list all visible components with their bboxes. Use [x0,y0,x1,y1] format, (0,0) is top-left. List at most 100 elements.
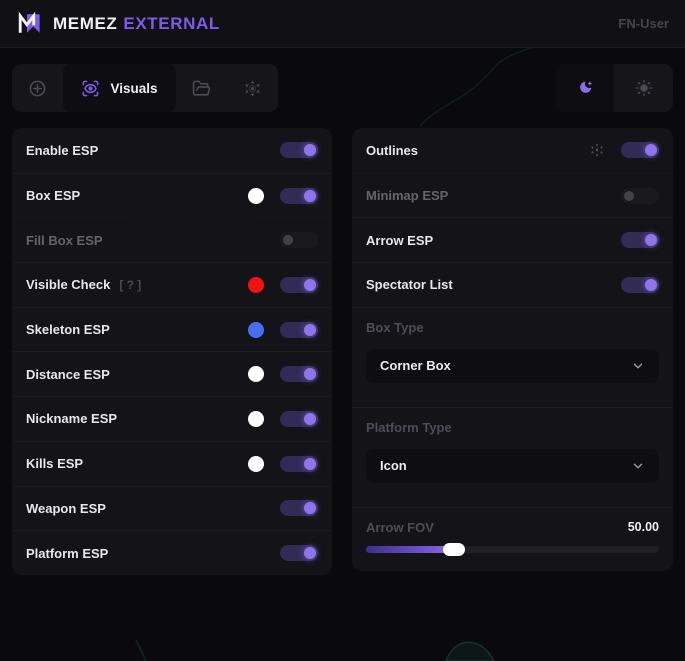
toggle-switch[interactable] [280,232,318,249]
setting-row-weapon-esp: Weapon ESP [12,485,332,531]
platform-type-select[interactable]: Icon [366,448,659,483]
setting-label: Distance ESP [26,366,110,382]
toggle-knob [304,457,316,470]
app-title: MEMEZ EXTERNAL [53,14,220,34]
setting-label: Enable ESP [26,142,99,158]
tab-visuals[interactable]: Visuals [63,64,176,112]
color-swatch[interactable] [248,366,264,383]
app-title-secondary: EXTERNAL [123,13,220,33]
arrow-fov-section: Arrow FOV 50.00 [352,506,673,571]
arrow-fov-label: Arrow FOV [366,519,434,535]
theme-light-button[interactable] [614,64,673,112]
toggle-switch[interactable] [280,500,318,517]
toolbar: Visuals [0,64,685,112]
tab-aim[interactable] [12,64,63,112]
color-swatch[interactable] [248,321,264,338]
setting-row-fill-box-esp: Fill Box ESP [12,217,332,262]
toggle-switch[interactable] [280,410,318,427]
color-swatch[interactable] [248,455,264,472]
toggle-knob [645,278,657,291]
toggle-knob [304,144,316,157]
setting-label: Fill Box ESP [26,232,103,248]
app-title-primary: MEMEZ [53,13,118,33]
arrow-fov-value: 50.00 [627,520,659,535]
visuals-settings-panel-left: Enable ESP Box ESP Fill Box ESP Visible … [12,128,332,575]
setting-label: Nickname ESP [26,411,118,427]
toggle-switch[interactable] [280,142,318,159]
toggle-switch[interactable] [280,276,318,293]
toggle-knob [304,412,316,425]
setting-hint: [ ? ] [119,277,142,292]
theme-dark-button[interactable] [555,64,614,112]
username-label: FN-User [618,16,669,31]
folder-icon [192,79,211,98]
chevron-down-icon [631,359,645,373]
setting-row-distance-esp: Distance ESP [12,351,332,396]
toggle-knob [304,368,316,381]
theme-toggle [555,64,673,112]
sun-icon [635,79,652,97]
gear-icon [243,79,262,98]
color-swatch[interactable] [248,410,264,427]
arrow-fov-slider[interactable] [366,542,659,556]
toggle-switch[interactable] [280,366,318,383]
brand: MEMEZ EXTERNAL [16,10,220,37]
setting-label: Minimap ESP [366,188,449,204]
setting-row-enable-esp: Enable ESP [12,128,332,173]
toggle-knob [645,234,657,247]
tab-bar: Visuals [12,64,278,112]
chevron-down-icon [631,459,645,473]
tab-settings[interactable] [227,64,278,112]
setting-row-visible-check: Visible Check [ ? ] [12,262,332,307]
toggle-knob [283,235,293,246]
moon-icon [579,81,592,93]
toggle-knob [304,547,316,560]
slider-knob[interactable] [442,542,465,556]
setting-row-nickname-esp: Nickname ESP [12,396,332,441]
setting-row-box-esp: Box ESP [12,172,332,218]
platform-type-value: Icon [380,458,407,474]
brand-logo-icon [18,11,40,33]
setting-row-platform-esp: Platform ESP [12,530,332,575]
title-bar: MEMEZ EXTERNAL FN-User [0,0,685,48]
setting-row-kills-esp: Kills ESP [12,440,332,486]
box-type-section: Box Type Corner Box [352,306,673,407]
setting-label: Spectator List [366,277,453,293]
toggle-switch[interactable] [280,545,318,562]
toggle-switch[interactable] [621,142,659,159]
eye-scan-icon [81,79,100,98]
toggle-knob [645,144,657,157]
toggle-knob [304,189,316,202]
setting-label: Outlines [366,142,419,158]
tab-configs[interactable] [176,64,227,112]
setting-row-arrow-esp: Arrow ESP [352,217,673,262]
toggle-switch[interactable] [621,276,659,293]
setting-row-spectator-list: Spectator List [352,262,673,307]
color-swatch[interactable] [248,276,264,293]
toggle-switch[interactable] [280,321,318,338]
toggle-switch[interactable] [280,455,318,472]
toggle-switch[interactable] [621,232,659,249]
toggle-knob [624,190,634,201]
platform-type-label: Platform Type [366,419,452,435]
setting-label: Visible Check [26,277,111,293]
toggle-knob [304,323,316,336]
setting-label: Arrow ESP [366,232,434,248]
toggle-switch[interactable] [280,187,318,204]
box-type-value: Corner Box [380,358,451,374]
tab-label: Visuals [110,80,158,96]
platform-type-section: Platform Type Icon [352,406,673,507]
toggle-switch[interactable] [621,187,659,204]
toggle-knob [304,502,316,515]
color-swatch[interactable] [248,187,264,204]
crosshair-icon [28,79,47,98]
visuals-settings-panel-right: Outlines Minimap ESP Arrow ESP Spectator… [352,128,673,571]
setting-row-skeleton-esp: Skeleton ESP [12,306,332,352]
box-type-select[interactable]: Corner Box [366,348,659,383]
setting-label: Kills ESP [26,456,84,472]
setting-label: Box ESP [26,188,81,204]
setting-label: Weapon ESP [26,500,106,516]
row-settings-gear-icon[interactable] [589,142,605,158]
setting-label: Skeleton ESP [26,322,110,338]
setting-label: Platform ESP [26,545,109,561]
